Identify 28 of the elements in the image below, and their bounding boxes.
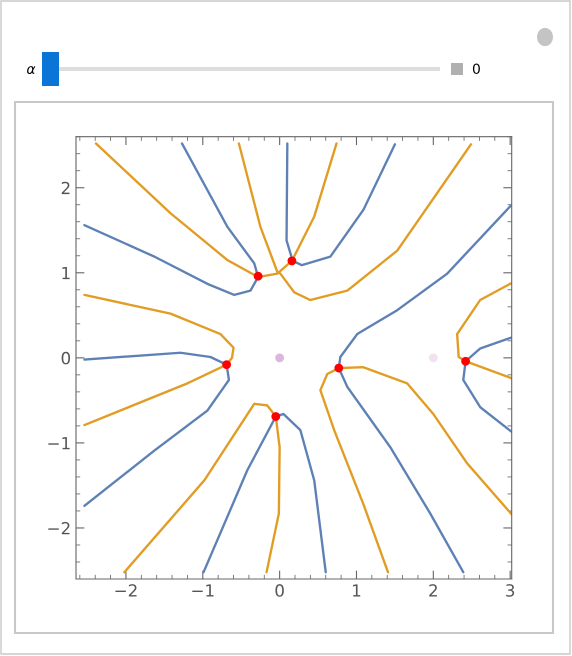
line-series	[462, 336, 512, 434]
point	[254, 272, 263, 281]
line-series	[83, 352, 230, 508]
y-tick-label: 0	[62, 352, 70, 364]
y-tick-label: −1	[48, 437, 70, 450]
line-series	[202, 412, 327, 574]
point	[334, 364, 344, 372]
text: α	[27, 66, 36, 74]
line-series	[83, 294, 235, 426]
point	[222, 360, 232, 370]
point	[271, 412, 280, 421]
text: 0	[472, 64, 480, 74]
y-tick-label: 2	[62, 182, 70, 194]
point	[275, 353, 284, 362]
x-tick-label: 3	[506, 584, 514, 597]
point	[461, 356, 470, 366]
x-tick-label: 1	[353, 584, 360, 597]
line-series	[285, 142, 396, 266]
x-tick-label: 2	[429, 584, 437, 597]
y-tick-label: −2	[48, 522, 70, 534]
x-tick-label: −2	[115, 584, 137, 597]
point	[288, 256, 296, 266]
x-tick-label: −1	[192, 584, 214, 597]
line-series	[123, 402, 281, 574]
point	[428, 353, 438, 362]
x-tick-label: 0	[275, 584, 284, 597]
y-tick-label: 1	[62, 266, 70, 280]
line-series	[456, 282, 512, 380]
